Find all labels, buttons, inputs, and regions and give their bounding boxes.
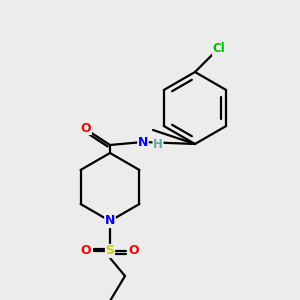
Text: O: O (129, 244, 139, 257)
Text: Cl: Cl (213, 43, 225, 56)
Text: S: S (106, 244, 115, 257)
Text: N: N (138, 136, 148, 148)
Text: N: N (105, 214, 115, 227)
Text: O: O (81, 122, 91, 134)
Text: O: O (81, 244, 91, 257)
Text: H: H (153, 139, 163, 152)
